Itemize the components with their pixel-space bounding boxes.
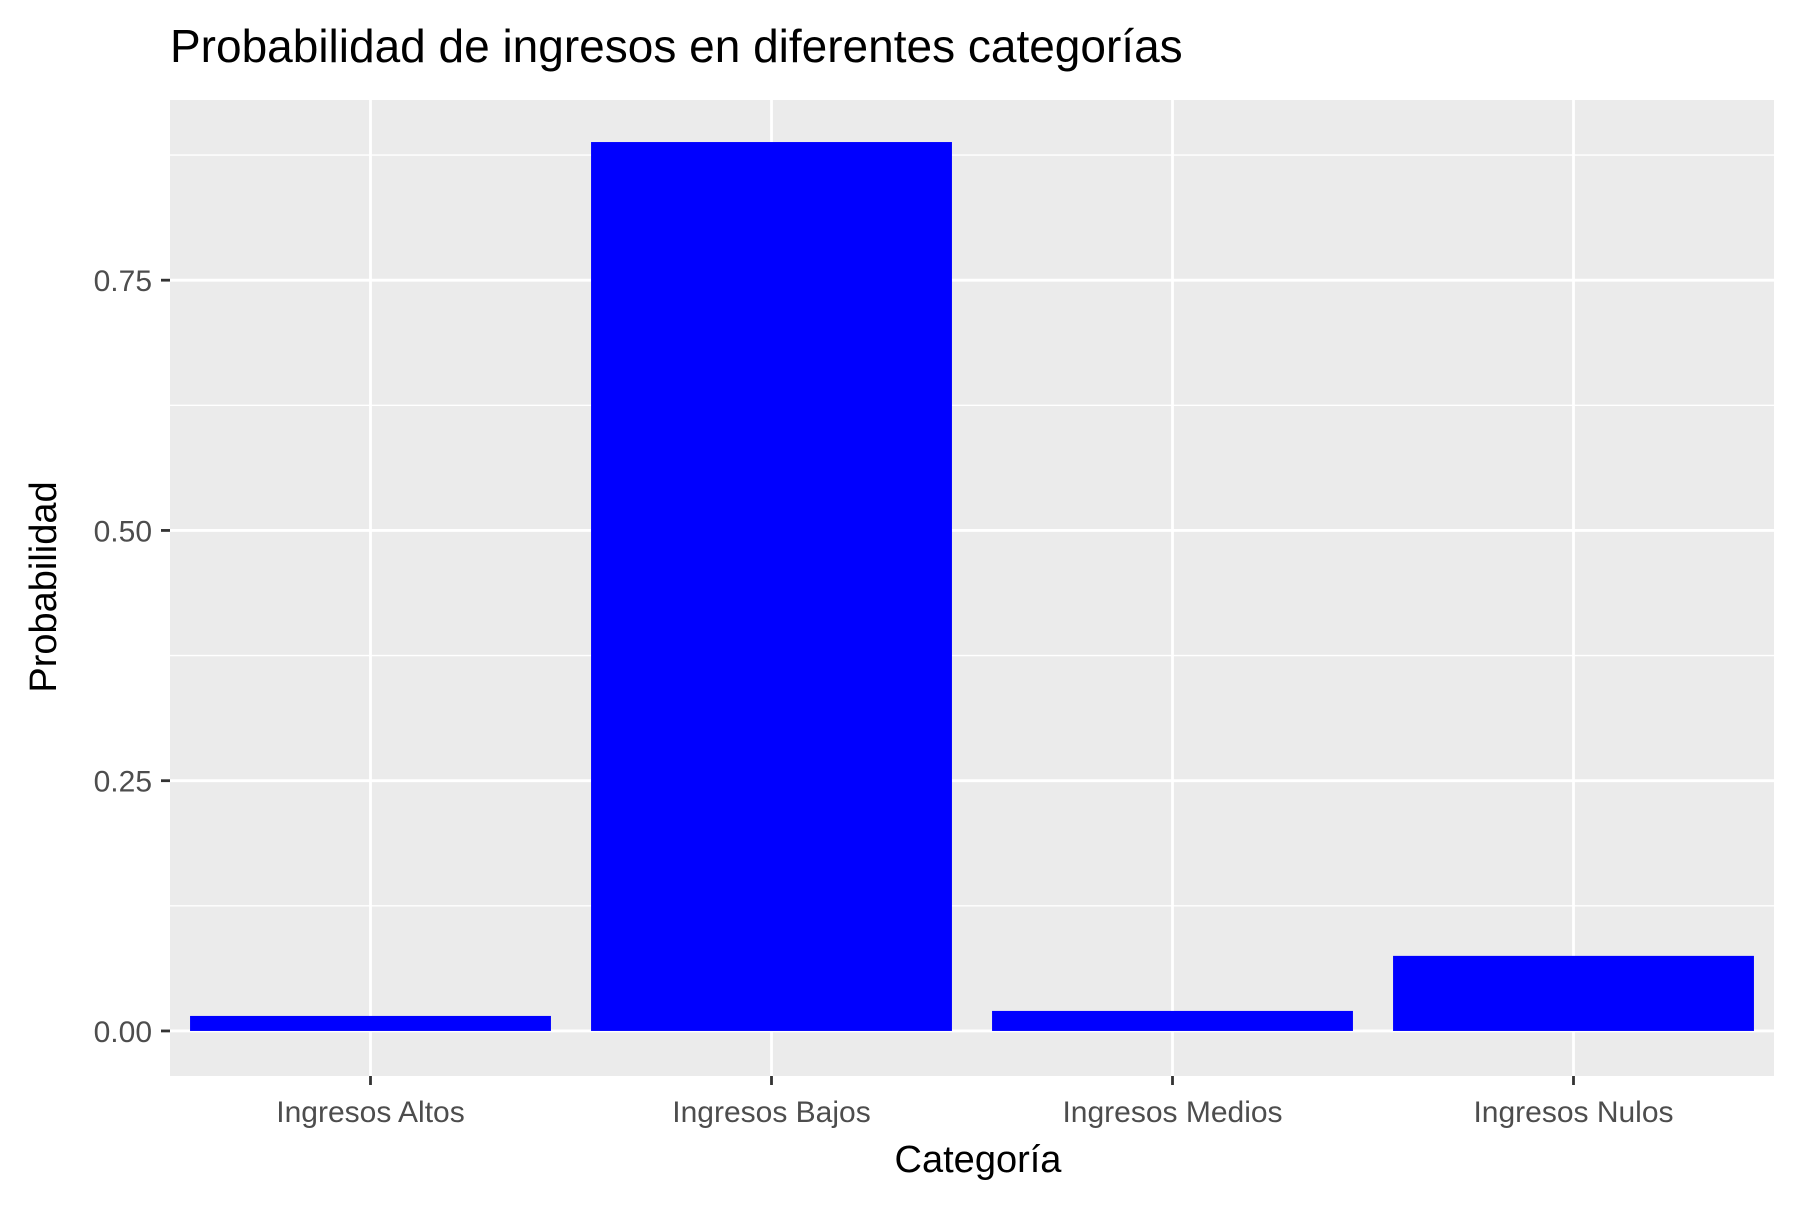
bar-ingresos-nulos (1393, 955, 1754, 1031)
minor-gridlines (170, 154, 1774, 907)
x-axis: Ingresos Altos Ingresos Bajos Ingresos Med… (276, 1076, 1674, 1129)
y-tick-label: 0.00 (94, 1016, 152, 1049)
x-tick-label: Ingresos Altos (276, 1096, 464, 1129)
chart-title: Probabilidad de ingresos en diferentes c… (170, 20, 1183, 72)
bar-ingresos-altos (190, 1015, 551, 1031)
x-tick-label: Ingresos Nulos (1473, 1096, 1673, 1129)
x-tick-label: Ingresos Medios (1062, 1096, 1282, 1129)
bar-ingresos-bajos (591, 142, 952, 1031)
y-axis-title: Probabilidad (23, 481, 65, 692)
y-tick-label: 0.75 (94, 265, 152, 298)
bar-ingresos-medios (992, 1010, 1353, 1031)
y-tick-label: 0.25 (94, 766, 152, 799)
x-axis-title: Categoría (895, 1139, 1063, 1181)
plot-panel (170, 100, 1774, 1076)
bars-group (190, 142, 1754, 1031)
y-axis: 0.00 0.25 0.50 0.75 (94, 265, 170, 1049)
x-tick-label: Ingresos Bajos (672, 1096, 870, 1129)
y-tick-label: 0.50 (94, 515, 152, 548)
